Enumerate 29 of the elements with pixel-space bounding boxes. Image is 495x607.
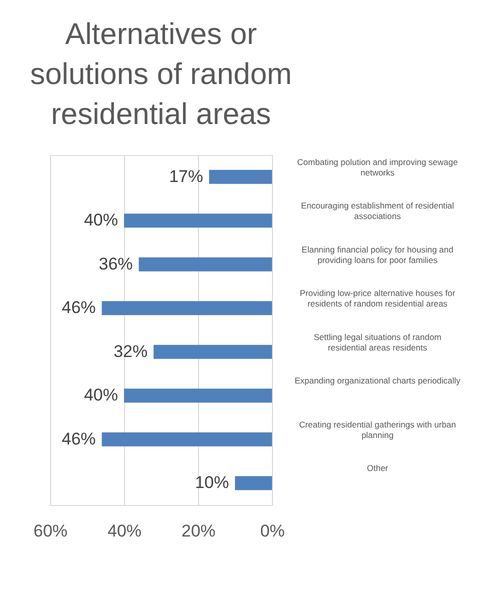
data-label: 32%	[114, 342, 148, 361]
bar	[209, 170, 272, 184]
y-tick-label: Combating polution and improving sewage networks	[297, 156, 458, 178]
y-tick-label: Elanning financial policy for housing and providing loans for poor families	[302, 244, 454, 265]
x-tick-label: 60%	[33, 522, 68, 540]
data-label: 10%	[194, 473, 229, 492]
data-label: 36%	[98, 254, 133, 274]
bar	[124, 388, 272, 403]
y-tick-label: Expanding organizational charts periodically	[294, 376, 462, 386]
y-tick-label: Creating residential gatherings with urban planning	[299, 419, 456, 440]
data-label: 40%	[84, 386, 118, 405]
bar	[124, 214, 272, 228]
x-tick-label: 0%	[260, 522, 285, 540]
data-label: 46%	[62, 429, 96, 448]
bar	[102, 301, 272, 316]
bar	[235, 476, 272, 490]
x-tick-label: 20%	[181, 522, 216, 540]
y-tick-label: Other	[366, 463, 388, 474]
bar	[138, 257, 272, 272]
data-label: 40%	[84, 210, 118, 230]
y-tick-label: Settling legal situations of random residential areas residents	[314, 332, 442, 352]
y-tick-label: Providing low-price alternative houses for residents of random residential areas	[300, 288, 456, 309]
data-label: 17%	[169, 166, 204, 186]
bar	[154, 344, 272, 359]
bar	[102, 432, 272, 446]
chart-title: Alternatives or solutions of random residential areas	[30, 18, 292, 131]
data-label: 46%	[62, 298, 96, 318]
x-tick-label: 40%	[107, 522, 142, 540]
y-tick-label: Encouraging establishment of residential associations	[300, 200, 454, 222]
